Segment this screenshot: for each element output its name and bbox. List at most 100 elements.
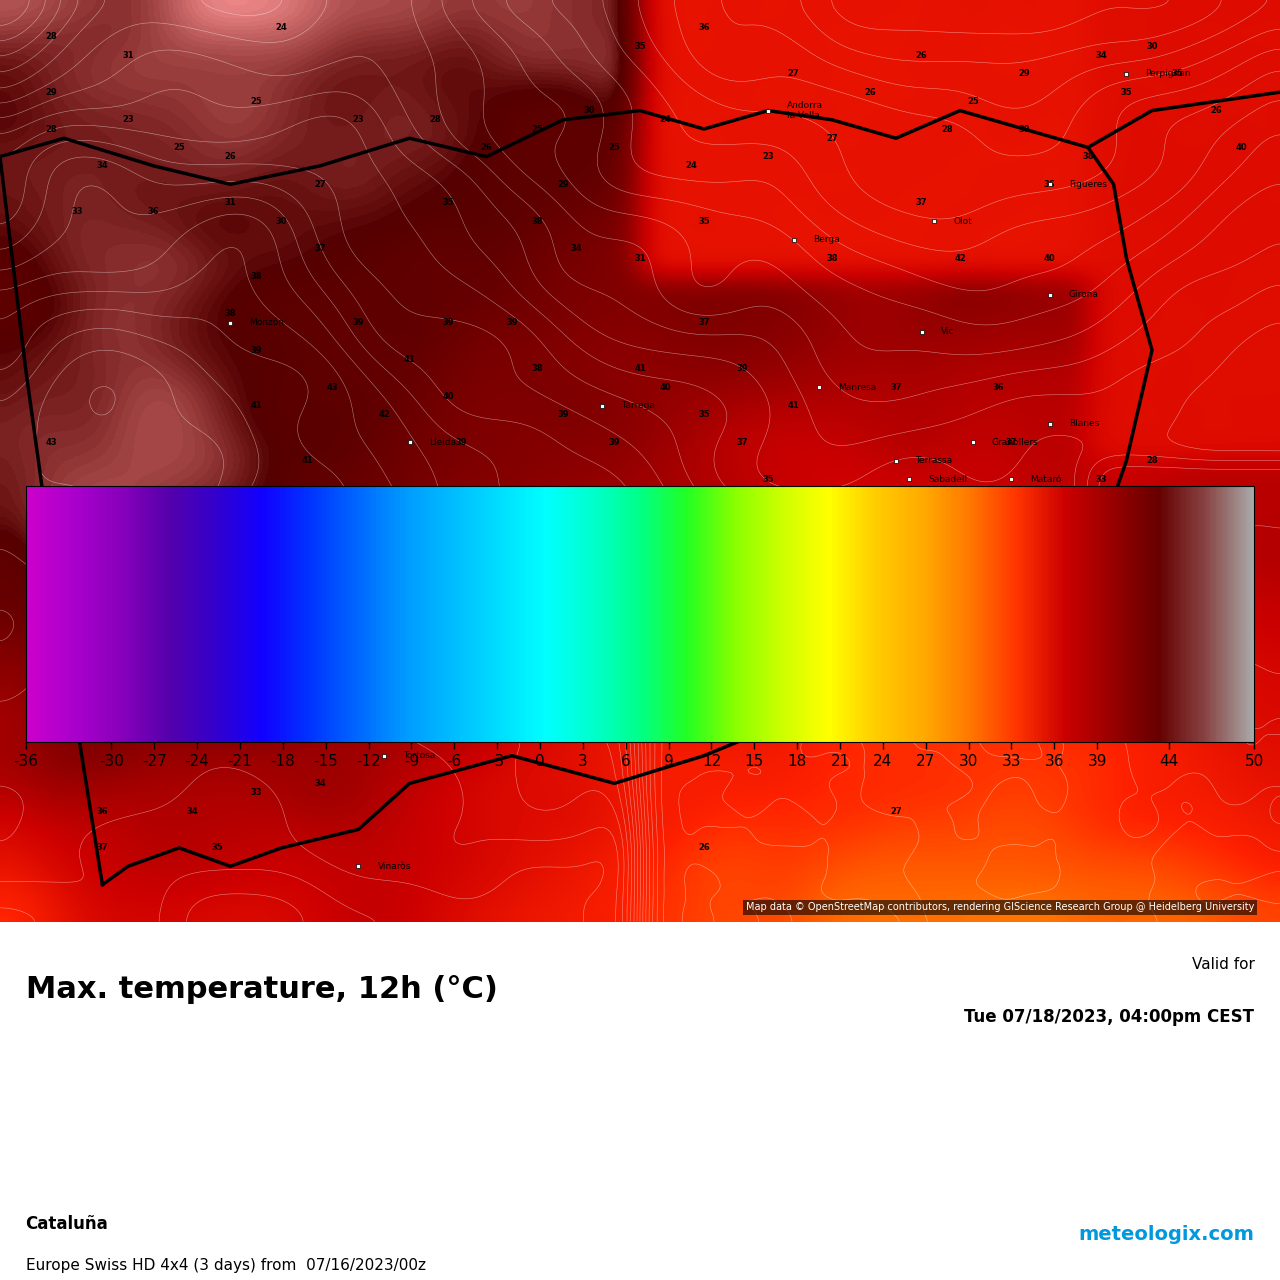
Text: 30: 30 [1019, 124, 1029, 133]
Text: 27: 27 [1018, 659, 1030, 668]
Text: 43: 43 [326, 383, 339, 392]
Text: 31: 31 [224, 198, 237, 207]
Text: 27: 27 [787, 69, 800, 78]
Text: 37: 37 [1006, 438, 1016, 447]
Text: 35: 35 [1171, 69, 1184, 78]
Text: 27: 27 [826, 133, 838, 143]
Text: 28: 28 [45, 124, 58, 133]
Text: 30: 30 [584, 106, 594, 115]
Text: 40: 40 [275, 594, 288, 604]
Text: 27: 27 [698, 640, 710, 650]
Text: 25: 25 [531, 124, 544, 133]
Text: Terrassa: Terrassa [915, 456, 952, 466]
Text: 40: 40 [659, 383, 672, 392]
Text: 29: 29 [45, 87, 58, 97]
Text: 24: 24 [659, 115, 672, 124]
Text: 37: 37 [916, 512, 927, 521]
Text: 26: 26 [1210, 106, 1222, 115]
Text: 36: 36 [1043, 179, 1056, 189]
Text: 34: 34 [186, 806, 198, 815]
Text: 26: 26 [1210, 567, 1222, 576]
Text: 28: 28 [429, 115, 442, 124]
Text: Tue 07/18/2023, 04:00pm CEST: Tue 07/18/2023, 04:00pm CEST [964, 1007, 1254, 1025]
Text: 38: 38 [532, 216, 543, 225]
Text: Valid for: Valid for [1192, 957, 1254, 973]
Text: 25: 25 [173, 143, 186, 152]
Text: Andorra
la Vella: Andorra la Vella [787, 101, 823, 120]
Text: 30: 30 [1147, 41, 1157, 51]
Text: 37: 37 [891, 383, 901, 392]
Text: 35: 35 [634, 41, 646, 51]
Text: 38: 38 [827, 253, 837, 262]
Text: 42: 42 [954, 253, 966, 262]
Text: 39: 39 [225, 640, 236, 650]
Text: Cataluña: Cataluña [26, 1216, 109, 1234]
Text: 41: 41 [403, 355, 416, 364]
Text: 24: 24 [275, 23, 288, 32]
Text: 39: 39 [123, 677, 133, 686]
Text: 37: 37 [660, 530, 671, 539]
Text: 36: 36 [826, 585, 838, 594]
Text: 28: 28 [813, 732, 826, 742]
Text: l'Hospitalet
de Llobregat: l'Hospitalet de Llobregat [941, 580, 998, 599]
Text: 36: 36 [96, 806, 109, 815]
Text: 37: 37 [456, 493, 466, 502]
Text: 41: 41 [787, 401, 800, 410]
Text: 37: 37 [737, 438, 748, 447]
Text: 37: 37 [699, 317, 709, 328]
Text: 42: 42 [378, 410, 390, 420]
Text: Lleida: Lleida [429, 438, 456, 447]
Text: 34: 34 [570, 244, 582, 253]
Text: 37: 37 [97, 844, 108, 852]
Text: Map data © OpenStreetMap contributors, rendering GIScience Research Group @ Heid: Map data © OpenStreetMap contributors, r… [746, 902, 1254, 913]
Text: Perpignan: Perpignan [1146, 69, 1192, 78]
Text: Manresa: Manresa [838, 383, 877, 392]
Text: 26: 26 [224, 152, 237, 161]
Text: Sabadell: Sabadell [928, 475, 968, 484]
Text: Tortosa: Tortosa [403, 751, 435, 760]
Text: 34: 34 [685, 585, 698, 594]
Text: Figueres: Figueres [1069, 179, 1107, 189]
Text: 39: 39 [507, 317, 517, 328]
Text: 39: 39 [443, 317, 453, 328]
Text: 39: 39 [251, 346, 261, 355]
Text: Monzón: Monzón [250, 317, 284, 328]
Text: 36: 36 [570, 604, 582, 613]
Text: 40: 40 [326, 512, 339, 521]
Text: 38: 38 [251, 271, 261, 282]
Text: 26: 26 [864, 87, 877, 97]
Text: 34: 34 [314, 778, 326, 788]
Text: 35: 35 [698, 216, 710, 225]
Text: 26: 26 [480, 143, 493, 152]
Text: 33: 33 [72, 207, 82, 216]
Text: 39: 39 [558, 410, 568, 420]
Text: 26: 26 [698, 844, 710, 852]
Text: 35: 35 [1120, 87, 1133, 97]
Text: Vilanova
i la Geltrú: Vilanova i la Geltrú [787, 617, 832, 636]
Text: 23: 23 [762, 152, 774, 161]
Text: 26: 26 [915, 51, 928, 60]
Text: Berga: Berga [813, 236, 840, 244]
Text: 25: 25 [966, 97, 979, 106]
Text: 37: 37 [801, 512, 812, 521]
Text: 38: 38 [225, 308, 236, 317]
Text: 23: 23 [352, 115, 365, 124]
Text: 39: 39 [609, 438, 620, 447]
Text: Olot: Olot [954, 216, 973, 225]
Text: 36: 36 [480, 548, 493, 558]
Text: 26: 26 [1082, 585, 1094, 594]
Text: Barcelona: Barcelona [941, 548, 986, 558]
Text: Granollers: Granollers [992, 438, 1039, 447]
Text: Tàrrega: Tàrrega [621, 401, 654, 410]
Text: 28: 28 [941, 124, 954, 133]
Text: 45: 45 [45, 548, 58, 558]
Text: 35: 35 [698, 410, 710, 420]
Text: 40: 40 [1043, 253, 1056, 262]
Text: 36: 36 [992, 383, 1005, 392]
Text: 43: 43 [45, 714, 58, 723]
Text: 41: 41 [250, 401, 262, 410]
Text: Tarragona: Tarragona [621, 677, 666, 686]
Text: 25: 25 [608, 143, 621, 152]
Text: Mataró: Mataró [1030, 475, 1062, 484]
Text: meteologix.com: meteologix.com [1079, 1225, 1254, 1244]
